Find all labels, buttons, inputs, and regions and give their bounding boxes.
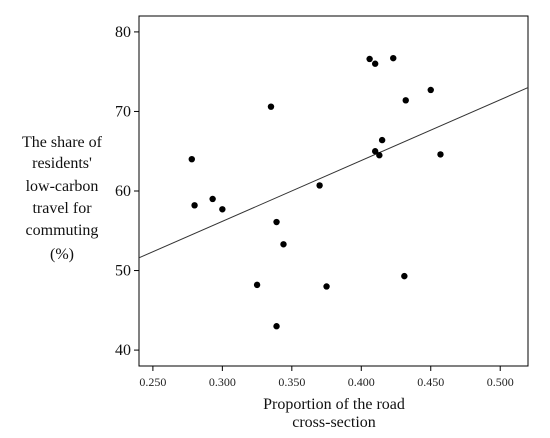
data-point (323, 283, 330, 290)
data-point (437, 151, 444, 158)
data-point (401, 272, 408, 280)
data-point (371, 60, 379, 67)
data-point (427, 86, 434, 94)
data-point (366, 55, 373, 63)
x-axis-label-line: Proportion of the road (263, 396, 405, 413)
data-point (267, 103, 275, 110)
data-point (402, 97, 409, 104)
data-point (371, 148, 379, 155)
y-axis-label-line: residents' (32, 155, 92, 172)
y-axis-label-line: travel for (32, 200, 92, 217)
data-point (376, 152, 383, 159)
y-tick-label: 50 (115, 263, 131, 280)
x-tick-label: 0.450 (417, 375, 444, 389)
data-point (273, 323, 280, 330)
x-tick-label: 0.400 (348, 375, 375, 389)
fit-line-group (138, 87, 529, 259)
fit-line (138, 87, 529, 259)
y-axis-label-line: (%) (50, 246, 74, 263)
data-point (191, 202, 198, 209)
x-axis: 0.250 0.300 0.350 0.400 0.450 0.500 (139, 366, 514, 389)
data-point (253, 281, 261, 289)
data-point (209, 195, 216, 203)
x-tick-label: 0.350 (278, 375, 305, 389)
data-point (273, 218, 280, 226)
y-tick-label: 70 (115, 103, 131, 120)
data-point (316, 182, 323, 189)
data-points (188, 54, 444, 330)
data-point (219, 206, 226, 213)
x-axis-label-line: cross-section (292, 414, 376, 431)
data-point (280, 241, 287, 248)
y-axis-label-line: The share of (22, 134, 103, 151)
plot-frame (138, 15, 529, 367)
y-tick-label: 80 (115, 24, 131, 41)
data-point (390, 54, 397, 62)
y-tick-label: 60 (115, 183, 131, 200)
y-axis: 40 50 60 70 80 (115, 24, 139, 359)
x-tick-label: 0.500 (487, 375, 514, 389)
y-axis-label-line: commuting (26, 222, 99, 239)
x-tick-label: 0.300 (209, 375, 236, 389)
y-axis-label: The share of residents' low-carbon trave… (22, 134, 103, 263)
data-point (378, 136, 386, 144)
data-point (188, 155, 195, 163)
x-tick-label: 0.250 (139, 375, 166, 389)
y-axis-label-line: low-carbon (26, 178, 99, 195)
y-tick-label: 40 (115, 342, 131, 359)
